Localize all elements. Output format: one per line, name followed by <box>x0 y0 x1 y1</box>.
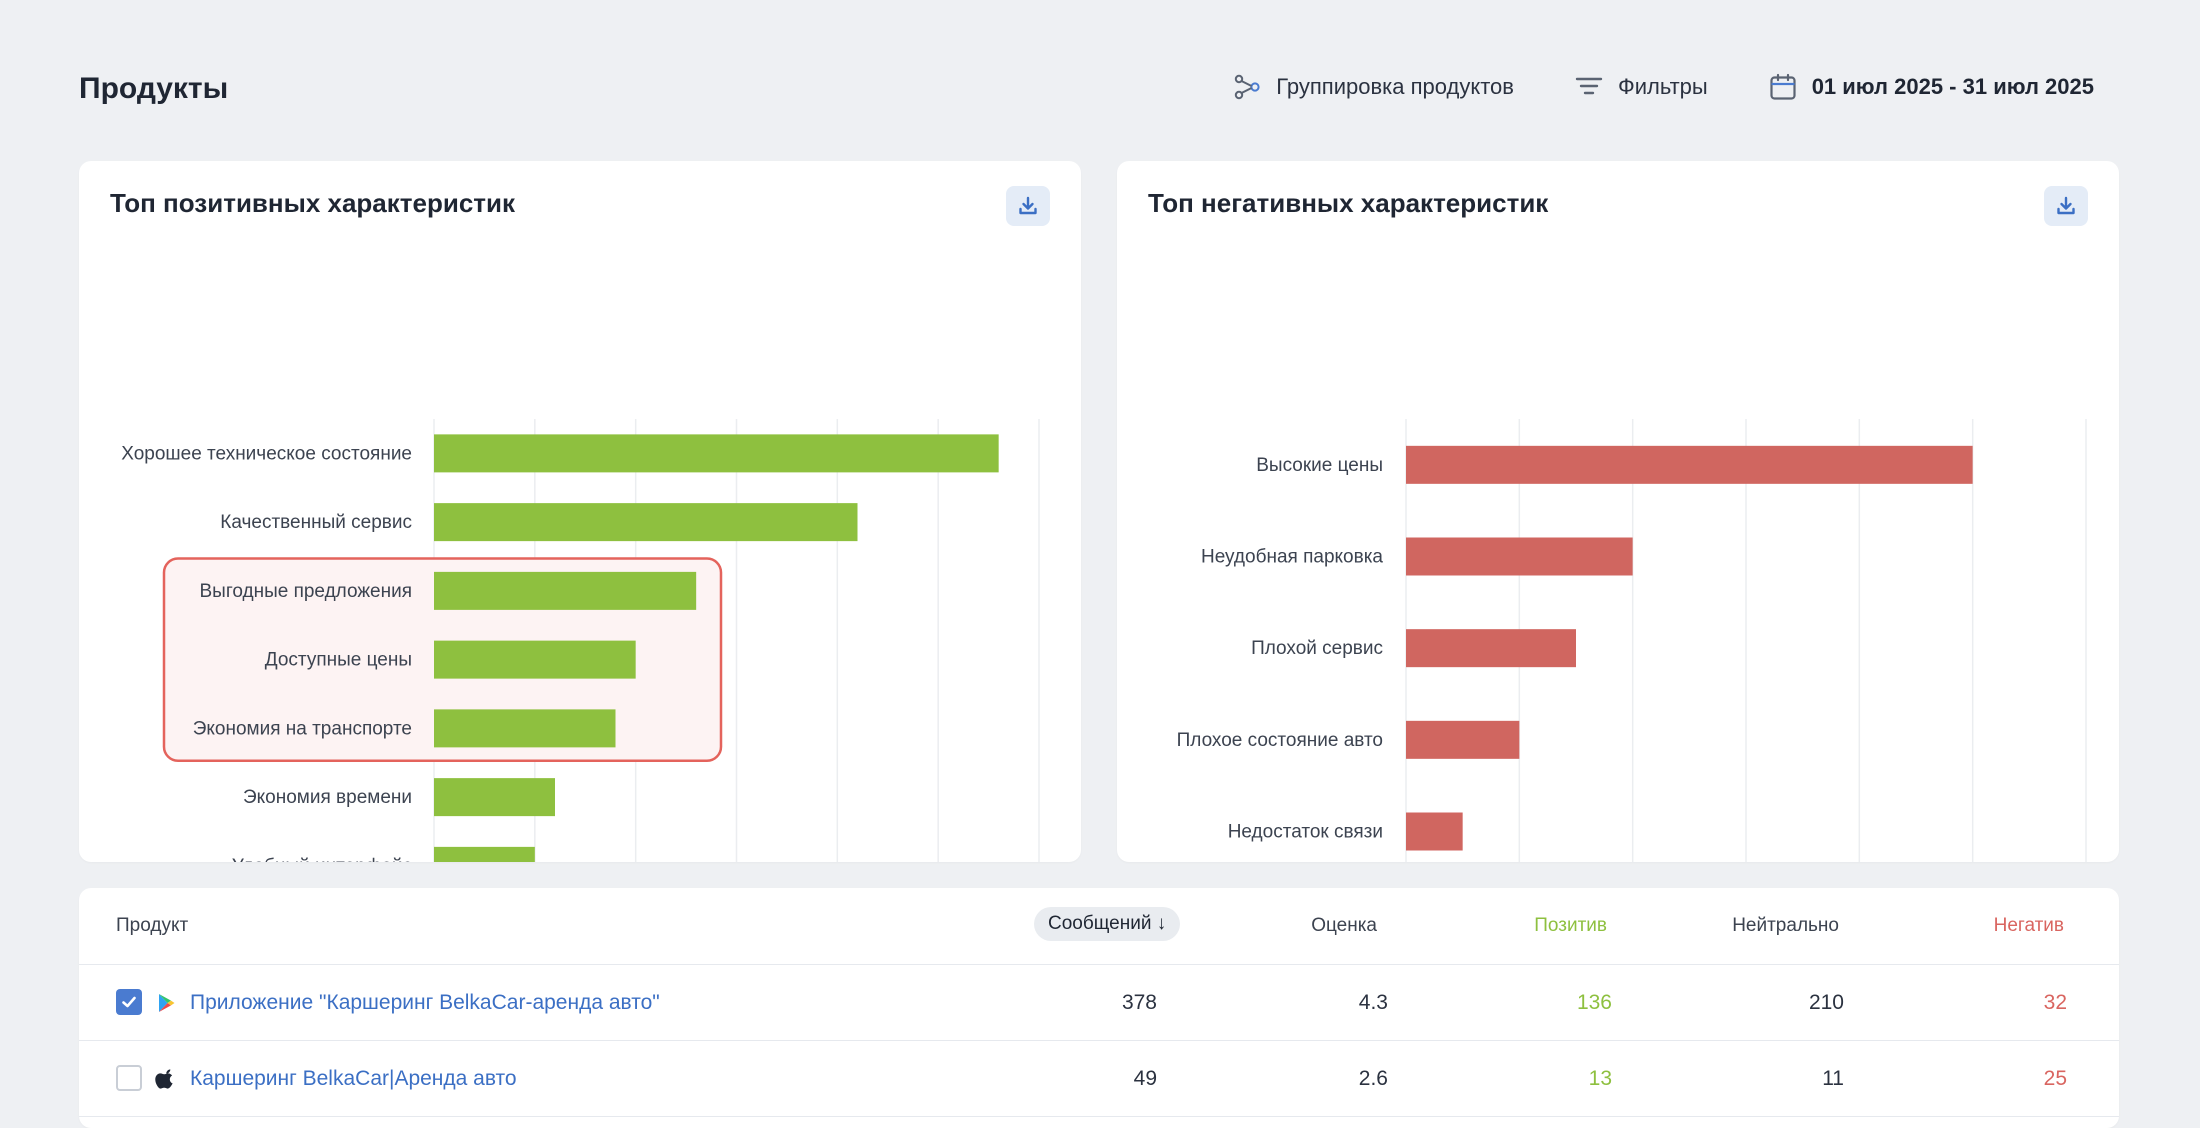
category-label: Неудобная парковка <box>1201 547 1383 568</box>
product-name-link[interactable]: Приложение "Каршеринг BelkaCar-аренда ав… <box>190 991 660 1014</box>
filters-label: Фильтры <box>1617 74 1708 99</box>
negative-download-button[interactable] <box>2044 186 2088 226</box>
product-grouping-button[interactable]: Группировка продуктов <box>1232 72 1514 102</box>
positive-chart-card: Топ позитивных характеристик Хорошее тех… <box>79 161 1081 862</box>
category-label: Удобный интерфейс <box>232 856 412 862</box>
date-range-label: 01 июл 2025 - 31 июл 2025 <box>1811 74 2094 99</box>
table-header: Продукт Сообщений ↓ Оценка Позитив Нейтр… <box>79 888 2119 965</box>
bar[interactable] <box>434 709 616 748</box>
category-label: Доступные цены <box>265 650 412 671</box>
negative-value: 25 <box>2043 1067 2067 1090</box>
positive-download-button[interactable] <box>1006 186 1050 226</box>
col-negative-header[interactable]: Негатив <box>1993 915 2064 936</box>
bar[interactable] <box>434 503 858 542</box>
bar[interactable] <box>1406 812 1463 851</box>
col-rating-header[interactable]: Оценка <box>1311 915 1377 936</box>
negative-chart-card: Топ негативных характеристик Высокие цен… <box>1117 161 2119 862</box>
page-title: Продукты <box>79 72 229 105</box>
bar[interactable] <box>434 778 555 817</box>
bar[interactable] <box>1406 720 1520 759</box>
table-row[interactable]: Каршеринг BelkaCar|Аренда авто 49 2.6 13… <box>79 1041 2119 1117</box>
bar[interactable] <box>1406 445 1973 484</box>
rating-value: 4.3 <box>1358 991 1388 1014</box>
bar[interactable] <box>434 434 999 473</box>
calendar-icon <box>1770 73 1796 100</box>
category-label: Экономия на транспорте <box>193 718 412 739</box>
negative-bar-chart: Высокие цены Неудобная парковка Плохой сер… <box>1177 419 2087 862</box>
google-play-icon <box>159 994 175 1012</box>
negative-value: 32 <box>2043 991 2067 1014</box>
date-range-picker[interactable]: 01 июл 2025 - 31 июл 2025 <box>1768 72 2094 102</box>
row-checkbox[interactable] <box>116 1065 142 1091</box>
bar[interactable] <box>434 640 636 679</box>
bar[interactable] <box>434 846 535 862</box>
neutral-value: 210 <box>1808 991 1844 1014</box>
category-label: Плохой сервис <box>1251 638 1383 659</box>
bar[interactable] <box>434 571 697 610</box>
bar[interactable] <box>1406 537 1633 576</box>
messages-value: 378 <box>1121 991 1157 1014</box>
col-positive-header[interactable]: Позитив <box>1534 915 1607 936</box>
col-product-header[interactable]: Продукт <box>116 915 189 936</box>
rating-value: 2.6 <box>1358 1067 1388 1090</box>
neutral-value: 11 <box>1822 1067 1844 1090</box>
grouping-icon <box>1235 74 1260 100</box>
positive-bar-chart: Хорошее техническое состояние Качественны… <box>121 419 1040 862</box>
category-label: Экономия времени <box>243 787 412 808</box>
negative-chart-title: Топ негативных характеристик <box>1148 188 1549 218</box>
category-label: Хорошее техническое состояние <box>121 443 412 464</box>
product-grouping-label: Группировка продуктов <box>1276 74 1514 99</box>
row-checkbox[interactable] <box>116 989 142 1015</box>
top-actions: Группировка продуктов Фильтры 01 июл 202… <box>1232 72 2094 102</box>
col-neutral-header[interactable]: Нейтрально <box>1732 915 1839 936</box>
positive-chart-title: Топ позитивных характеристик <box>110 188 516 218</box>
col-messages-header[interactable]: Сообщений ↓ <box>1034 907 1181 941</box>
products-table: Продукт Сообщений ↓ Оценка Позитив Нейтр… <box>79 888 2119 1128</box>
category-label: Недостаток связи <box>1228 822 1383 843</box>
apple-icon <box>155 1069 173 1089</box>
bar[interactable] <box>1406 629 1576 668</box>
table-row[interactable]: Приложение "Каршеринг BelkaCar-аренда ав… <box>79 965 2119 1041</box>
checkmark-icon <box>122 996 136 1008</box>
category-label: Плохое состояние авто <box>1177 730 1383 751</box>
category-label: Выгодные предложения <box>200 581 413 602</box>
download-icon <box>2057 196 2075 215</box>
messages-value: 49 <box>1133 1067 1157 1090</box>
category-label: Высокие цены <box>1256 455 1383 476</box>
filter-icon <box>1575 77 1603 95</box>
category-label: Качественный сервис <box>220 512 412 533</box>
product-name-link[interactable]: Каршеринг BelkaCar|Аренда авто <box>190 1067 517 1090</box>
filters-button[interactable]: Фильтры <box>1574 72 1708 102</box>
positive-value: 13 <box>1588 1067 1612 1090</box>
download-icon <box>1019 196 1037 215</box>
positive-value: 136 <box>1576 991 1612 1014</box>
